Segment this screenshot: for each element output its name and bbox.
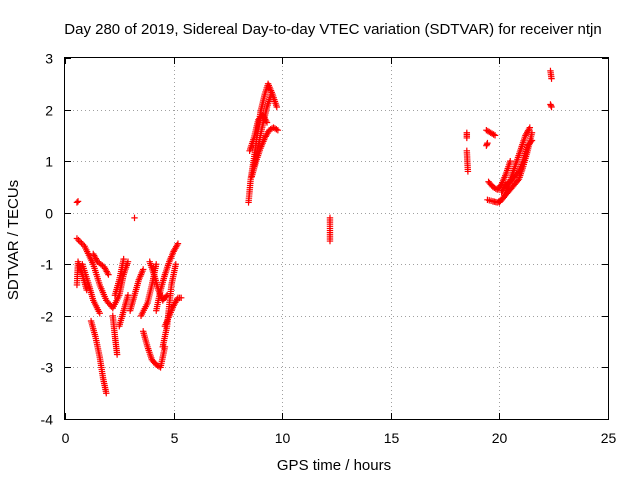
grid-lines [65,58,608,419]
data-point [73,199,81,206]
plot-frame [64,57,609,420]
data-point [113,351,121,358]
x-axis-label: GPS time / hours [277,457,391,474]
x-tick-label: 0 [62,430,70,446]
data-point [527,138,535,146]
data-point [174,240,182,247]
data-point [103,390,110,397]
data-point [274,127,282,134]
chart-title: Day 280 of 2019, Sidereal Day-to-day VTE… [64,21,601,38]
data-point [75,236,82,244]
y-tick-label: 3 [45,51,53,67]
data-point [131,214,138,222]
axis-ticks [65,58,609,420]
data-point [268,90,275,98]
data-point [490,131,497,138]
data-point [73,235,81,242]
y-tick-label: 0 [45,206,53,222]
x-tick-label: 25 [601,430,617,446]
data-point [139,266,147,273]
data-point [153,261,160,268]
data-point [484,139,491,147]
data-point [178,294,185,302]
data-point [83,286,90,294]
data-point [548,103,555,111]
data-point [76,238,84,245]
data-point [124,292,132,299]
data-point [528,137,536,144]
y-axis-label: SDTVAR / TECUs [5,180,22,300]
data-point [464,168,472,175]
data-point [162,293,170,300]
data-point [507,157,514,165]
x-tick-label: 20 [492,430,508,446]
data-point [273,126,280,133]
data-point [548,75,555,82]
y-tick-label: 2 [45,103,53,119]
tick-labels: 0 5 10 15 20 25 -4 -3 -2 -1 0 1 2 3 [41,51,617,447]
data-point [120,255,127,263]
x-tick-label: 5 [171,430,179,446]
data-point [273,103,280,111]
y-tick-label: 1 [45,154,53,170]
y-tick-label: -1 [41,257,54,273]
data-point [172,261,179,268]
y-tick-label: -2 [41,309,54,325]
data-point [74,198,82,205]
x-tick-label: 15 [384,430,400,446]
data-point [526,124,534,131]
data-point [78,239,85,247]
data-point [491,132,499,139]
x-tick-label: 10 [275,430,291,446]
data-points [73,67,555,397]
data-point [105,271,112,278]
data-point [463,134,471,142]
y-tick-label: -4 [41,412,54,428]
y-tick-label: -3 [41,360,54,376]
data-point [96,310,103,317]
data-point [326,237,334,245]
